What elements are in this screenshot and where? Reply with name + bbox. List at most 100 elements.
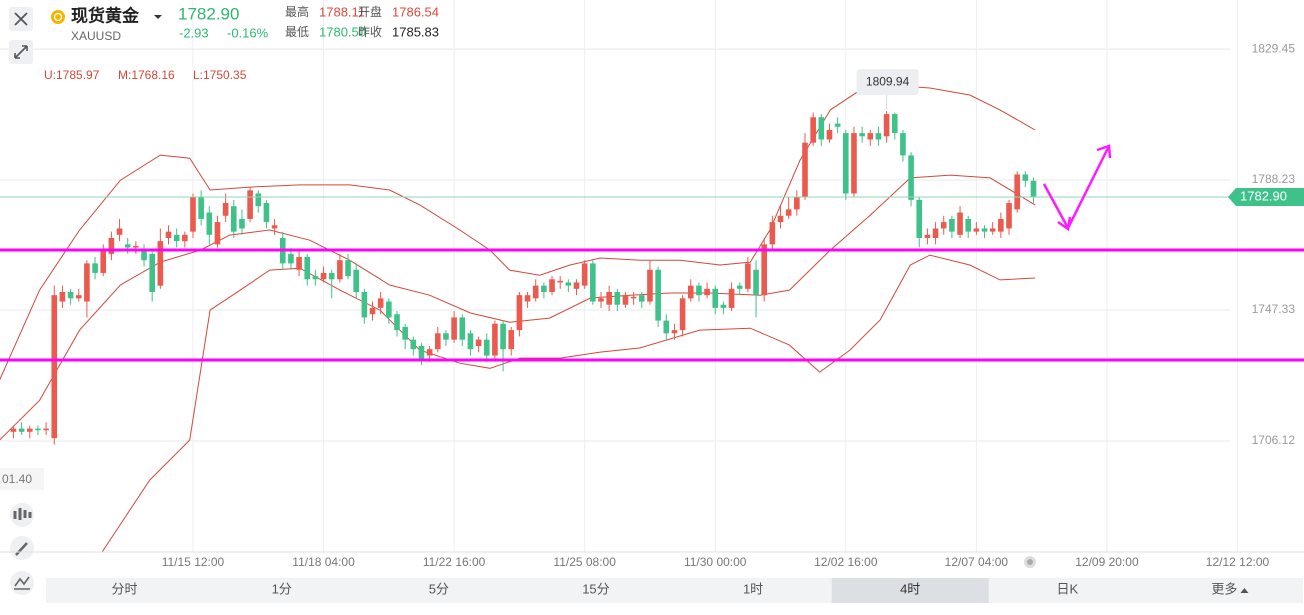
candle-body <box>369 307 376 315</box>
tab[interactable]: 日K <box>1056 581 1078 596</box>
indicator-button[interactable] <box>10 503 34 527</box>
x-tick-label: 12/09 20:00 <box>1075 555 1139 569</box>
candle-body <box>565 282 572 286</box>
tab[interactable]: 4时 <box>900 581 920 596</box>
scroll-handle-dot <box>1027 559 1033 565</box>
candle-body <box>418 346 425 359</box>
bollinger-band <box>0 174 1036 441</box>
candle-body <box>402 326 408 340</box>
candle-body <box>769 222 776 245</box>
candle-body <box>1014 174 1020 210</box>
tab[interactable]: 1分 <box>272 581 292 596</box>
gold-icon <box>51 10 65 24</box>
candle-body <box>745 263 751 289</box>
candle-body <box>353 269 359 292</box>
x-tick-label: 11/15 12:00 <box>162 555 225 569</box>
draw-icon <box>15 542 28 556</box>
candle-body <box>51 295 58 439</box>
max-label: 1809.94 <box>866 74 910 88</box>
candle-body <box>443 333 449 340</box>
last-price-label: 1782.90 <box>1240 188 1287 203</box>
candle-body <box>973 228 980 232</box>
candle-body <box>475 339 482 347</box>
candle-body <box>190 196 196 232</box>
candle-body <box>222 203 229 216</box>
x-tick-label: 12/02 16:00 <box>814 555 878 569</box>
tabs: 分时 1分 5分 15分 1时 4时 日K 更多 <box>112 578 1249 603</box>
bollinger-band <box>0 84 1036 381</box>
candle-body <box>679 298 686 331</box>
candle-body <box>1006 203 1012 229</box>
chart-type-icon <box>14 576 30 590</box>
x-tick-label: 11/18 04:00 <box>292 555 355 569</box>
tab[interactable]: 更多 <box>1211 581 1237 596</box>
candle-body <box>908 155 914 200</box>
candle-body <box>875 133 882 140</box>
candle-body <box>826 129 833 140</box>
candle-body <box>598 298 604 302</box>
candle-body <box>687 285 694 299</box>
candle-body <box>239 218 245 229</box>
stat-value: 1780.50 <box>319 24 366 39</box>
candle-body <box>345 260 351 277</box>
candle-body <box>989 228 996 232</box>
y-tick-label: 1706.12 <box>1252 433 1296 447</box>
dropdown-caret[interactable] <box>154 15 162 19</box>
candle-body <box>165 231 172 238</box>
candle-body <box>320 272 327 280</box>
tab[interactable]: 分时 <box>112 581 138 596</box>
instrument-title[interactable]: 现货黄金 <box>71 5 140 25</box>
candle-body <box>116 228 123 235</box>
candle-body <box>92 263 98 273</box>
tab[interactable]: 1时 <box>743 581 763 596</box>
candle-body <box>655 269 661 321</box>
candle-body <box>606 291 612 305</box>
candle-body <box>940 222 947 229</box>
candle-body <box>459 317 466 340</box>
candle-body <box>483 339 490 356</box>
candle-body <box>810 117 816 143</box>
candle-body <box>410 339 417 350</box>
x-tick-label: 11/25 08:00 <box>553 555 616 569</box>
candle-body <box>590 263 596 302</box>
candle-body <box>859 133 865 137</box>
candle-body <box>133 245 139 248</box>
candle-body <box>622 295 629 305</box>
gold-icon-inner <box>53 12 63 22</box>
candle-body <box>230 206 237 232</box>
candle-body <box>386 301 392 318</box>
tab[interactable]: 5分 <box>429 581 449 596</box>
candle-body <box>843 133 849 194</box>
candle-body <box>851 133 857 194</box>
stat-label: 昨收 <box>358 25 382 39</box>
candle-body <box>312 276 319 280</box>
candle-body <box>549 279 555 292</box>
candle-body <box>1022 174 1029 181</box>
stat-value: 1788.11 <box>319 4 365 19</box>
candle-body <box>916 199 923 238</box>
tab-active-bg <box>831 578 989 603</box>
x-tick-label: 12/12 12:00 <box>1206 555 1270 569</box>
candle-body <box>557 280 563 283</box>
candle-body <box>124 244 131 248</box>
candle-body <box>451 317 457 340</box>
candle-body <box>328 272 335 280</box>
candle-body <box>867 133 874 140</box>
stat-label: 最低 <box>285 25 309 39</box>
candle-body <box>802 142 808 197</box>
candle-body <box>900 133 906 156</box>
candle-body <box>247 190 253 219</box>
candle-body <box>508 330 515 350</box>
tab[interactable]: 15分 <box>582 581 609 596</box>
candle-body <box>255 193 262 207</box>
left-toolbar: 01.40 <box>0 468 44 595</box>
x-tick-label: 12/07 04:00 <box>945 555 1009 569</box>
overlay-label-box <box>0 468 44 490</box>
candle-body <box>663 320 670 334</box>
candle-body <box>704 288 710 296</box>
candle-body <box>263 203 270 223</box>
change: -2.93 <box>179 25 209 40</box>
chart-type-button[interactable] <box>10 571 34 595</box>
candle-body <box>794 196 800 210</box>
